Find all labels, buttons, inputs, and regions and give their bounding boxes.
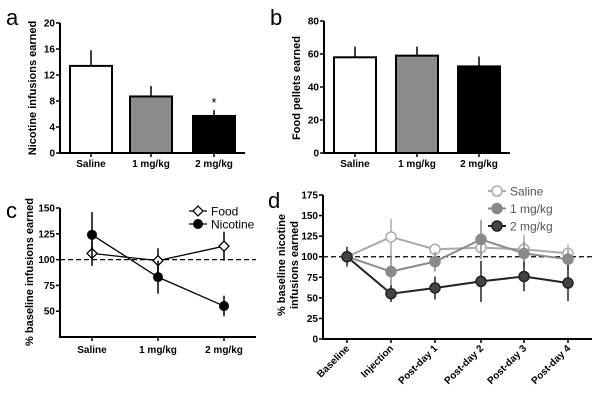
x-tick-label: Post-day 2: [443, 343, 487, 387]
data-point: [87, 229, 97, 240]
y-tick-label: 0: [49, 149, 55, 160]
panel-d: 0 25 50 75 100 125 150 175 % baseline nicotine in…: [276, 185, 592, 387]
panel-b: 0 20 40 60 80 Food pellets earned Saline 1 mg/k…: [291, 17, 510, 170]
legend-label: 1 mg/kg: [510, 202, 553, 216]
y-tick-label: 125: [38, 229, 55, 240]
y-tick-label: 75: [44, 281, 56, 292]
x-tick-label: Saline: [76, 159, 106, 170]
legend-label: 2 mg/kg: [510, 220, 553, 234]
y-tick-label: 0: [312, 335, 318, 346]
series-2-mg-kg: [341, 246, 574, 302]
legend-entry-food: Food: [189, 205, 238, 219]
x-tick-label: Saline: [77, 345, 107, 356]
y-tick-label: 50: [44, 307, 56, 318]
y-axis-label: infusions earned: [289, 221, 301, 309]
significance-marker: *: [211, 95, 216, 110]
bar-1-mg-kg: [395, 54, 439, 154]
series-line: [346, 235, 569, 258]
legend-entry-nicotine: Nicotine: [189, 218, 255, 232]
y-tick-label: 150: [38, 204, 55, 215]
y-tick-label: 100: [301, 252, 318, 263]
x-tick-label: Post-day 1: [397, 343, 441, 387]
y-tick-label: 75: [307, 273, 319, 284]
series-nicotine: [87, 212, 229, 317]
panel-label-a: a: [6, 5, 19, 30]
y-tick-label: 175: [301, 191, 318, 202]
y-tick-label: 20: [308, 116, 320, 127]
legend-entry-saline: Saline: [488, 185, 544, 199]
data-point: [218, 240, 230, 253]
x-tick-label: Post-day 3: [486, 343, 530, 387]
data-point: [341, 250, 353, 263]
data-point: [153, 272, 163, 283]
x-tick-label: 2 mg/kg: [205, 345, 243, 356]
data-point: [491, 220, 503, 232]
data-point: [491, 185, 503, 197]
y-tick-label: 12: [44, 71, 56, 82]
x-tick-label: Saline: [340, 159, 370, 170]
panel-label-c: c: [6, 198, 17, 223]
y-tick-label: 8: [49, 97, 55, 108]
x-tick-label: 1 mg/kg: [132, 159, 170, 170]
y-tick-label: 20: [44, 19, 56, 30]
y-tick-label: 40: [308, 83, 320, 94]
data-point: [475, 275, 487, 288]
bar-1-mg-kg: [129, 95, 173, 154]
y-tick-label: 80: [308, 17, 320, 28]
bar-2-mg-kg: [192, 114, 236, 154]
x-tick-label: 1 mg/kg: [398, 159, 436, 170]
data-point: [518, 270, 530, 283]
panel-label-b: b: [270, 5, 282, 30]
x-tick-label: 1 mg/kg: [139, 345, 177, 356]
data-point: [219, 301, 229, 312]
panel-label-d: d: [268, 188, 280, 213]
data-point: [193, 219, 203, 229]
data-point: [385, 231, 397, 243]
data-point: [192, 205, 204, 217]
bar-2-mg-kg: [457, 65, 501, 154]
y-axis-label: % baseline nicotine: [276, 214, 288, 316]
y-tick-label: 16: [44, 45, 56, 56]
y-tick-label: 4: [49, 123, 55, 134]
bar-saline: [333, 56, 377, 154]
panel-a: 0 4 8 12 16 20 Nicotine infusions earned Saline…: [27, 19, 245, 170]
y-tick-label: 60: [308, 50, 320, 61]
y-tick-label: 100: [38, 255, 55, 266]
y-axis-label: Food pellets earned: [291, 36, 303, 140]
legend-label: Saline: [510, 185, 544, 199]
y-tick-label: 25: [307, 314, 319, 325]
data-point: [518, 247, 530, 260]
series-line: [346, 255, 569, 295]
y-tick-label: 0: [313, 149, 319, 160]
y-axis-label: % baseline infusions earned: [24, 198, 36, 346]
x-tick-label: 2 mg/kg: [460, 159, 498, 170]
y-tick-label: 125: [301, 232, 318, 243]
y-axis-label: Nicotine infusions earned: [27, 21, 39, 155]
y-tick-label: 50: [307, 293, 319, 304]
data-point: [562, 253, 574, 265]
legend-label: Nicotine: [211, 218, 255, 232]
legend-entry-1-mg-kg: 1 mg/kg: [488, 202, 553, 216]
legend-label: Food: [211, 205, 238, 219]
data-point: [429, 282, 441, 294]
series-line: [346, 238, 569, 273]
x-tick-label: 2 mg/kg: [195, 159, 233, 170]
data-point: [429, 255, 441, 268]
panel-c: 50 75 100 125 150% baseline infusions earned…: [24, 198, 256, 356]
data-point: [475, 233, 487, 246]
x-tick-label: Baseline: [315, 343, 352, 380]
y-tick-label: 150: [301, 211, 318, 222]
data-point: [385, 265, 397, 278]
legend-entry-2-mg-kg: 2 mg/kg: [488, 220, 553, 234]
x-tick-label: Injection: [359, 343, 396, 380]
bar-saline: [69, 64, 113, 154]
data-point: [491, 202, 503, 215]
x-tick-label: Post-day 4: [530, 343, 574, 387]
data-point: [385, 287, 397, 300]
data-point: [562, 277, 574, 289]
